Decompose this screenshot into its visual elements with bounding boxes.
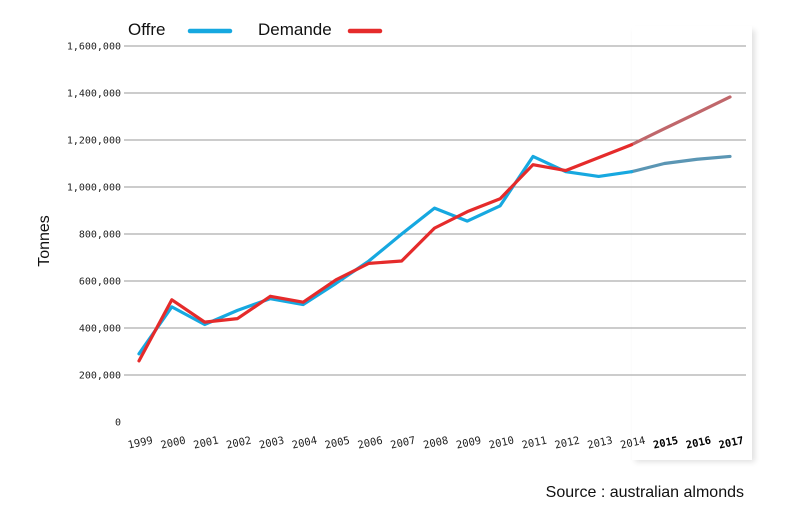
y-tick-label: 400,000 [79, 324, 121, 335]
x-tick-label: 2000 [160, 435, 187, 452]
legend-label-demande: Demande [258, 20, 332, 39]
x-tick-label: 2010 [488, 435, 515, 452]
series-line-offre [137, 154, 634, 356]
y-tick-label: 1,600,000 [67, 42, 121, 53]
y-tick-label: 0 [115, 418, 121, 429]
forecast-panel [632, 26, 752, 460]
x-tick-label: 1999 [127, 435, 154, 452]
source-note: Source : australian almonds [545, 484, 744, 501]
x-tick-label: 2002 [225, 435, 252, 452]
y-tick-label: 200,000 [79, 371, 121, 382]
x-tick-label: 2014 [619, 435, 646, 452]
y-axis-ticks: 0 200,000 400,000 600,000 800,000 1,000,000 1,… [67, 42, 121, 429]
y-tick-label: 1,000,000 [67, 183, 121, 194]
x-tick-label: 2015 [652, 435, 679, 452]
y-tick-label: 1,400,000 [67, 89, 121, 100]
x-tick-label: 2012 [554, 435, 581, 452]
x-tick-label: 2016 [685, 435, 712, 452]
x-tick-label: 2004 [291, 435, 318, 452]
y-tick-label: 600,000 [79, 277, 121, 288]
legend-label-offre: Offre [128, 20, 165, 39]
gridlines [124, 45, 746, 376]
series-forecast-line-demande [629, 95, 732, 147]
x-tick-label: 2003 [258, 435, 285, 452]
series-lines [137, 95, 732, 363]
y-tick-label: 1,200,000 [67, 136, 121, 147]
x-tick-label: 2007 [389, 435, 416, 452]
y-tick-label: 800,000 [79, 230, 121, 241]
x-axis-ticks: 1999 2000 2001 2002 2003 2004 2005 2006 2007 2008… [127, 435, 745, 452]
x-tick-label: 2013 [586, 435, 613, 452]
x-tick-label: 2008 [422, 435, 449, 452]
series-forecast-line-offre [629, 154, 732, 174]
x-tick-label: 2001 [192, 435, 219, 452]
x-tick-label: 2017 [718, 435, 745, 452]
legend: Offre Demande [128, 20, 383, 39]
x-tick-label: 2011 [521, 435, 548, 452]
series-line-demande [137, 143, 634, 363]
y-axis-label: Tonnes [36, 215, 53, 267]
x-tick-label: 2009 [455, 435, 482, 452]
x-tick-label: 2006 [357, 435, 384, 452]
x-tick-label: 2005 [324, 435, 351, 452]
